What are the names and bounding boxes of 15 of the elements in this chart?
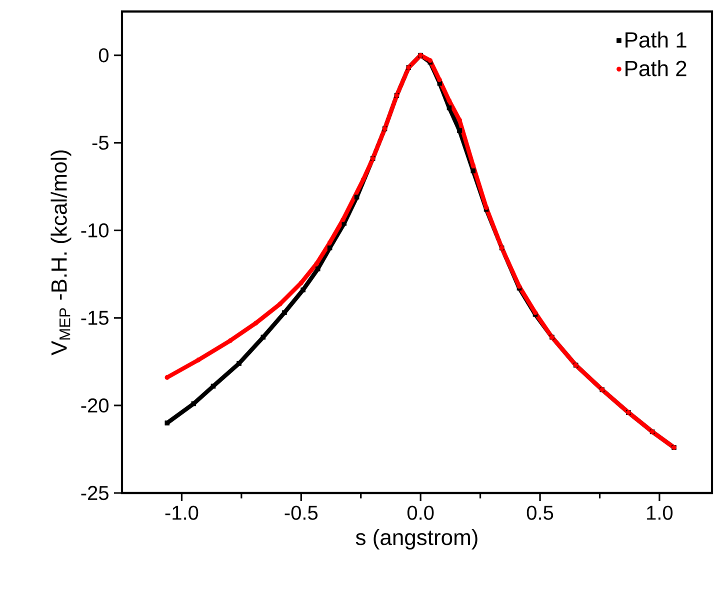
legend-label: Path 2 <box>626 60 686 76</box>
y-axis-title: V$_{MEP}$ -B.H. (kcal/mol) <box>50 150 72 356</box>
x-tick-label: -1.0 <box>165 506 198 520</box>
y-tick-label: -20 <box>81 398 108 413</box>
y-tick-label: -25 <box>81 486 108 500</box>
y-tick-label: -15 <box>81 310 108 325</box>
x-tick-label: -0.5 <box>284 506 318 520</box>
legend-label: Path 1 <box>626 32 686 48</box>
x-tick-label: 0.0 <box>407 506 434 520</box>
y-tick-label: -10 <box>81 223 108 238</box>
x-tick-label: 1.0 <box>647 506 673 520</box>
x-axis-title: s (angstrom) <box>356 529 478 550</box>
y-tick-label: 0 <box>98 48 108 62</box>
y-tick-label: -5 <box>92 136 108 150</box>
x-tick-label: 0.5 <box>526 506 554 520</box>
